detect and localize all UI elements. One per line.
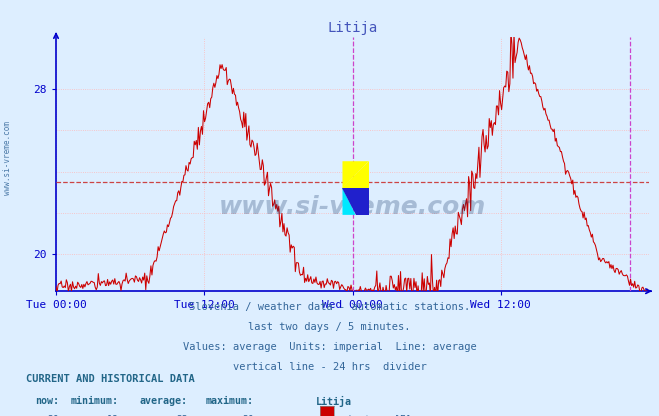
Title: Litija: Litija <box>328 21 378 35</box>
Text: 20: 20 <box>47 415 59 416</box>
Text: minimum:: minimum: <box>71 396 119 406</box>
Text: Litija: Litija <box>316 396 353 407</box>
Text: www.si-vreme.com: www.si-vreme.com <box>219 196 486 220</box>
Text: now:: now: <box>36 396 59 406</box>
Text: vertical line - 24 hrs  divider: vertical line - 24 hrs divider <box>233 362 426 371</box>
Polygon shape <box>343 188 368 215</box>
Text: Values: average  Units: imperial  Line: average: Values: average Units: imperial Line: av… <box>183 342 476 352</box>
Text: air temp.[F]: air temp.[F] <box>341 415 411 416</box>
Text: 18: 18 <box>107 415 119 416</box>
Polygon shape <box>343 188 356 215</box>
Text: maximum:: maximum: <box>206 396 254 406</box>
Polygon shape <box>343 161 368 188</box>
Polygon shape <box>343 161 368 188</box>
Text: average:: average: <box>140 396 188 406</box>
Text: www.si-vreme.com: www.si-vreme.com <box>3 121 13 195</box>
Text: 30: 30 <box>242 415 254 416</box>
Text: Slovenia / weather data - automatic stations.: Slovenia / weather data - automatic stat… <box>189 302 470 312</box>
Text: last two days / 5 minutes.: last two days / 5 minutes. <box>248 322 411 332</box>
Text: CURRENT AND HISTORICAL DATA: CURRENT AND HISTORICAL DATA <box>26 374 195 384</box>
Text: 23: 23 <box>176 415 188 416</box>
